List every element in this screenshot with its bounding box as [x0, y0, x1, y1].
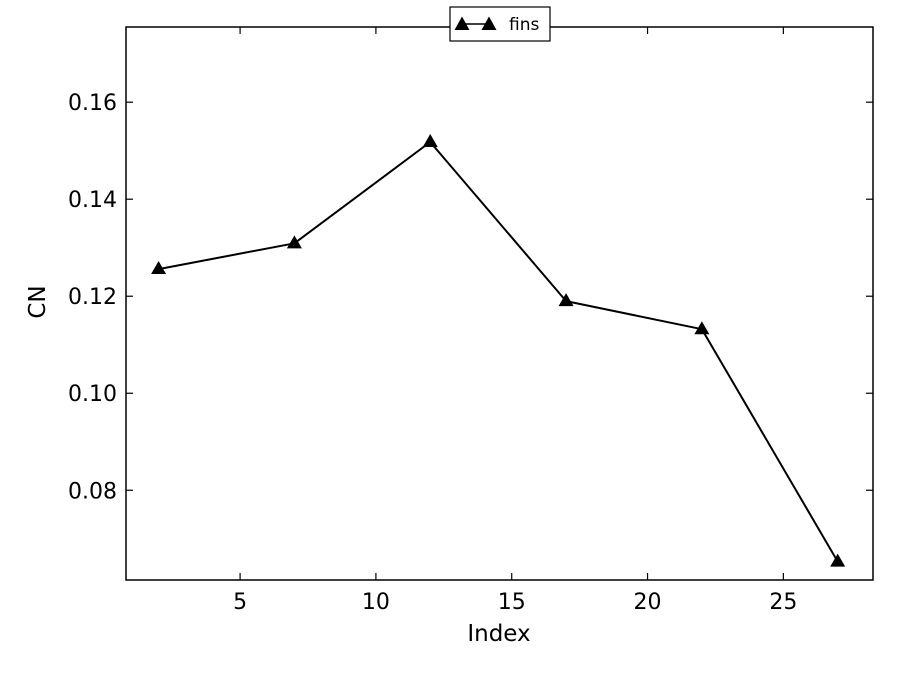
x-tick-label: 15	[498, 590, 526, 615]
series-line-fins	[158, 141, 839, 563]
legend-marker-right	[481, 16, 497, 30]
legend: fins	[449, 6, 551, 42]
data-point-marker	[694, 321, 710, 335]
x-tick-label: 25	[769, 590, 797, 615]
y-tick-label: 0.16	[68, 91, 117, 116]
plot-area	[125, 26, 874, 581]
y-axis-ticks: 0.08 0.10 0.12 0.14 0.16	[68, 91, 873, 504]
data-point-marker	[151, 261, 167, 275]
legend-marker-left	[454, 16, 470, 30]
x-tick-label: 5	[233, 590, 247, 615]
y-tick-label: 0.10	[68, 382, 117, 407]
y-tick-label: 0.08	[68, 479, 117, 504]
x-tick-label: 10	[362, 590, 390, 615]
data-point-marker	[558, 293, 574, 307]
data-point-marker	[286, 235, 302, 249]
data-point-marker	[830, 553, 846, 567]
y-tick-label: 0.12	[68, 285, 117, 310]
x-tick-label: 20	[634, 590, 662, 615]
series-layer	[151, 133, 846, 567]
legend-label: fins	[509, 15, 539, 35]
y-axis-label: CN	[25, 285, 51, 318]
data-point-marker	[422, 133, 438, 147]
x-axis-label: Index	[467, 621, 530, 647]
y-tick-label: 0.14	[68, 188, 117, 213]
x-axis-ticks: 5 10 15 20 25	[233, 27, 797, 615]
